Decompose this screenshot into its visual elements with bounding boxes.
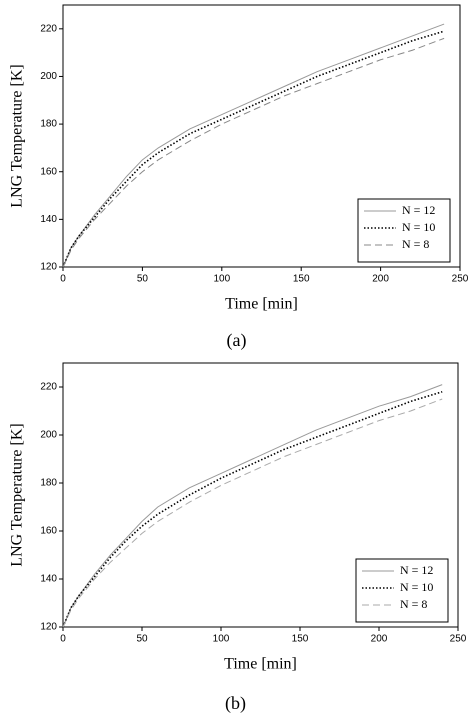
y-tick-label: 180 — [40, 478, 57, 489]
caption: (a) — [227, 330, 247, 351]
data-line — [62, 23, 445, 268]
x-tick-label: 100 — [213, 634, 230, 645]
x-tick-label: 250 — [452, 274, 469, 285]
x-axis-label: Time [min] — [225, 296, 298, 313]
legend-label: N = 10 — [402, 220, 435, 234]
legend-box — [357, 198, 451, 263]
caption: (b) — [225, 693, 246, 714]
data-line — [62, 391, 443, 628]
data-line — [62, 384, 443, 628]
legend-label: N = 10 — [400, 580, 433, 594]
y-tick-label: 120 — [40, 622, 57, 633]
data-line — [62, 398, 443, 628]
x-tick-label: 250 — [450, 634, 467, 645]
y-tick-label: 200 — [40, 430, 57, 441]
x-tick-label: 150 — [292, 634, 309, 645]
data-line — [62, 37, 445, 268]
legend-box — [355, 558, 449, 623]
y-tick-label: 160 — [40, 166, 57, 177]
x-tick-label: 0 — [60, 274, 66, 285]
x-axis-label: Time [min] — [224, 656, 297, 673]
y-axis-label: LNG Temperature [K] — [9, 423, 26, 566]
x-tick-label: 200 — [371, 634, 388, 645]
data-line — [62, 30, 445, 268]
x-tick-label: 50 — [137, 274, 149, 285]
y-axis-label: LNG Temperature [K] — [9, 64, 26, 207]
legend-label: N = 8 — [402, 237, 429, 251]
x-tick-label: 0 — [60, 634, 66, 645]
y-tick-label: 120 — [40, 262, 57, 273]
y-tick-label: 140 — [40, 214, 57, 225]
x-tick-label: 150 — [293, 274, 310, 285]
y-tick-label: 180 — [40, 119, 57, 130]
legend-label: N = 12 — [400, 563, 433, 577]
plot-frame — [62, 4, 461, 268]
legend-label: N = 12 — [402, 203, 435, 217]
y-tick-label: 220 — [40, 23, 57, 34]
x-tick-label: 50 — [136, 634, 148, 645]
legend-label: N = 8 — [400, 597, 427, 611]
y-tick-label: 160 — [40, 526, 57, 537]
y-tick-label: 140 — [40, 574, 57, 585]
x-tick-label: 100 — [213, 274, 230, 285]
plot-frame — [62, 362, 459, 628]
x-tick-label: 200 — [372, 274, 389, 285]
y-tick-label: 220 — [40, 382, 57, 393]
y-tick-label: 200 — [40, 71, 57, 82]
